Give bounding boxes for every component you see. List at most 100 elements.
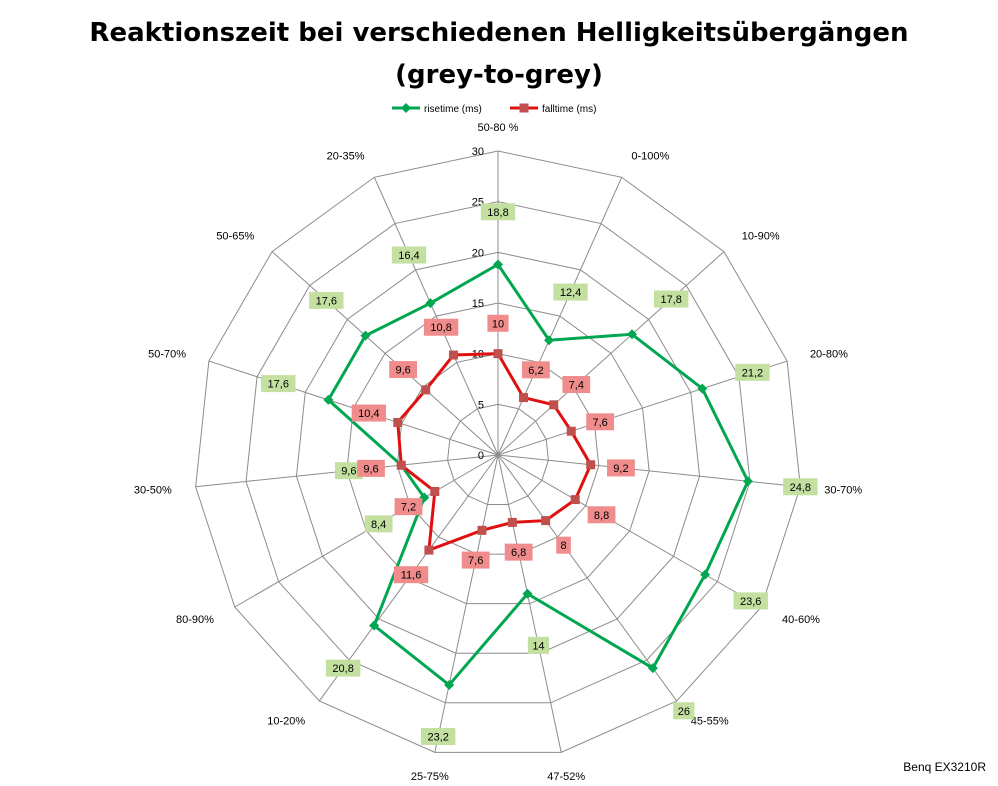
data-label-bg: [364, 515, 393, 533]
data-label: 8,8: [594, 510, 609, 522]
data-label-layer: 18,8 12,4 17,8 21,2 24,8 23,6 26 14 23,2 20,8 8,4 9…: [261, 203, 818, 745]
data-label-bg: [261, 375, 296, 393]
data-point: [425, 298, 436, 309]
series-line: [396, 352, 593, 553]
radial-tick-label: 5: [478, 399, 484, 411]
data-label: 9,6: [341, 466, 356, 478]
data-label-bg: [351, 404, 387, 422]
data-label-bg: [553, 283, 588, 301]
category-label: 25-75%: [411, 771, 449, 783]
grid-spoke: [497, 454, 562, 753]
data-label: 9,6: [363, 463, 378, 475]
data-point: [586, 460, 596, 470]
series-line: [326, 262, 750, 688]
data-label: 17,8: [660, 294, 681, 306]
data-label-bg: [735, 363, 770, 381]
data-label: 21,2: [742, 367, 763, 379]
data-point: [493, 349, 503, 359]
category-label: 30-50%: [134, 484, 172, 496]
grid-spoke: [271, 251, 499, 456]
grid-spoke: [497, 454, 762, 608]
data-point: [549, 400, 559, 410]
data-label: 7,6: [593, 417, 608, 429]
data-label: 17,6: [268, 379, 289, 391]
data-label-bg: [783, 478, 818, 496]
data-point: [493, 259, 503, 270]
data-label-bg: [420, 727, 456, 745]
data-point: [421, 385, 431, 395]
data-label: 10: [492, 318, 504, 330]
data-label: 14: [532, 640, 544, 652]
data-label: 17,6: [316, 295, 337, 307]
data-point: [430, 486, 440, 496]
legend-marker: [401, 103, 411, 113]
data-label: 23,6: [740, 596, 761, 608]
data-label-bg: [556, 536, 571, 554]
category-label: 10-90%: [742, 231, 780, 243]
data-label: 16,4: [398, 250, 419, 262]
chart-title-line-1: Reaktionszeit bei verschiedenen Helligke…: [89, 18, 909, 48]
data-label-bg: [393, 566, 429, 584]
category-label: 20-35%: [327, 150, 365, 162]
data-label-bg: [673, 702, 695, 720]
data-point: [424, 545, 434, 555]
data-label-bg: [334, 462, 363, 480]
series-layer: [323, 259, 753, 690]
grid-spoke: [497, 454, 678, 702]
data-label: 6,8: [511, 547, 526, 559]
data-label-bg: [522, 361, 550, 379]
grid-ring: [195, 150, 801, 753]
data-label: 8,4: [371, 519, 386, 531]
category-label: 10-20%: [267, 715, 305, 727]
data-label: 9,6: [395, 365, 410, 377]
credit-text: Benq EX3210R: [903, 760, 986, 774]
grid-spoke: [497, 177, 623, 456]
category-label: 40-60%: [782, 614, 820, 626]
category-label: 45-55%: [691, 715, 729, 727]
chart-title: Reaktionszeit bei verschiedenen Helligke…: [0, 12, 998, 96]
data-label: 20,8: [332, 663, 353, 675]
legend-label: falltime (ms): [542, 104, 596, 115]
data-label-bg: [504, 543, 533, 561]
data-point: [700, 569, 711, 580]
data-point: [396, 460, 406, 470]
grid-ring: [346, 302, 650, 605]
legend-marker: [519, 103, 529, 113]
data-point: [369, 620, 380, 631]
data-label-bg: [733, 592, 768, 610]
legend-label: risetime (ms): [424, 104, 482, 115]
data-point: [444, 679, 455, 690]
data-label-bg: [487, 314, 509, 332]
chart-title-line-2: (grey-to-grey): [395, 60, 603, 90]
grid-ring: [295, 251, 701, 654]
radial-tick-label: 20: [472, 247, 484, 259]
data-label-bg: [394, 498, 423, 516]
radial-tick-label: 30: [472, 146, 484, 158]
data-point: [519, 393, 529, 403]
data-label: 9,2: [613, 463, 628, 475]
category-label: 80-90%: [176, 614, 214, 626]
data-label-bg: [654, 290, 689, 308]
data-label: 8: [560, 540, 566, 552]
data-point: [544, 335, 555, 346]
data-point: [742, 476, 753, 487]
data-point: [448, 350, 458, 360]
data-label-bg: [480, 203, 516, 221]
data-point: [627, 329, 638, 340]
data-label: 7,4: [569, 379, 584, 391]
data-label: 24,8: [790, 482, 811, 494]
data-label-bg: [389, 361, 418, 379]
data-label-bg: [357, 459, 385, 477]
category-label: 47-52%: [547, 771, 585, 783]
data-point: [507, 517, 517, 527]
category-label: 50-70%: [148, 349, 186, 361]
data-label-bg: [587, 506, 616, 524]
data-label: 11,6: [401, 570, 422, 582]
data-label: 18,8: [487, 207, 508, 219]
grid-spoke: [497, 251, 725, 456]
category-label: 20-80%: [810, 349, 848, 361]
data-label: 7,2: [401, 502, 416, 514]
data-point: [541, 516, 551, 526]
